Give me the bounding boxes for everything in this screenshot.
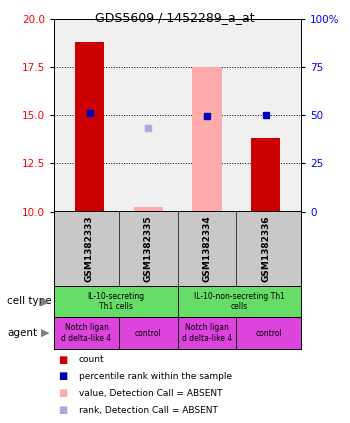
Text: count: count [79, 355, 104, 364]
Text: ■: ■ [58, 405, 67, 415]
Text: cell type: cell type [7, 297, 52, 306]
Bar [75, 42, 104, 212]
Text: IL-10-secreting
Th1 cells: IL-10-secreting Th1 cells [88, 292, 145, 311]
Bar [177, 286, 301, 317]
Text: ■: ■ [58, 388, 67, 398]
Bar [119, 317, 177, 349]
Text: GDS5609 / 1452289_a_at: GDS5609 / 1452289_a_at [95, 11, 255, 24]
Text: IL-10-non-secreting Th1
cells: IL-10-non-secreting Th1 cells [194, 292, 285, 311]
Text: ■: ■ [58, 354, 67, 365]
Text: ▶: ▶ [41, 297, 49, 306]
Bar [251, 138, 280, 212]
Bar [192, 67, 222, 212]
Text: rank, Detection Call = ABSENT: rank, Detection Call = ABSENT [79, 406, 218, 415]
Text: value, Detection Call = ABSENT: value, Detection Call = ABSENT [79, 389, 222, 398]
Text: ▶: ▶ [41, 328, 49, 338]
Text: agent: agent [7, 328, 37, 338]
Text: percentile rank within the sample: percentile rank within the sample [79, 372, 232, 381]
Bar [236, 317, 301, 349]
Text: GSM1382336: GSM1382336 [261, 215, 270, 282]
Bar [134, 207, 163, 212]
Text: control: control [255, 329, 282, 338]
Bar [54, 317, 119, 349]
Text: Notch ligan
d delta-like 4: Notch ligan d delta-like 4 [182, 324, 232, 343]
Bar [177, 317, 236, 349]
Text: ■: ■ [58, 371, 67, 382]
Text: GSM1382334: GSM1382334 [203, 215, 211, 282]
Bar [54, 286, 177, 317]
Text: GSM1382335: GSM1382335 [144, 215, 153, 282]
Text: Notch ligan
d delta-like 4: Notch ligan d delta-like 4 [62, 324, 112, 343]
Text: GSM1382333: GSM1382333 [85, 215, 94, 282]
Text: control: control [135, 329, 162, 338]
